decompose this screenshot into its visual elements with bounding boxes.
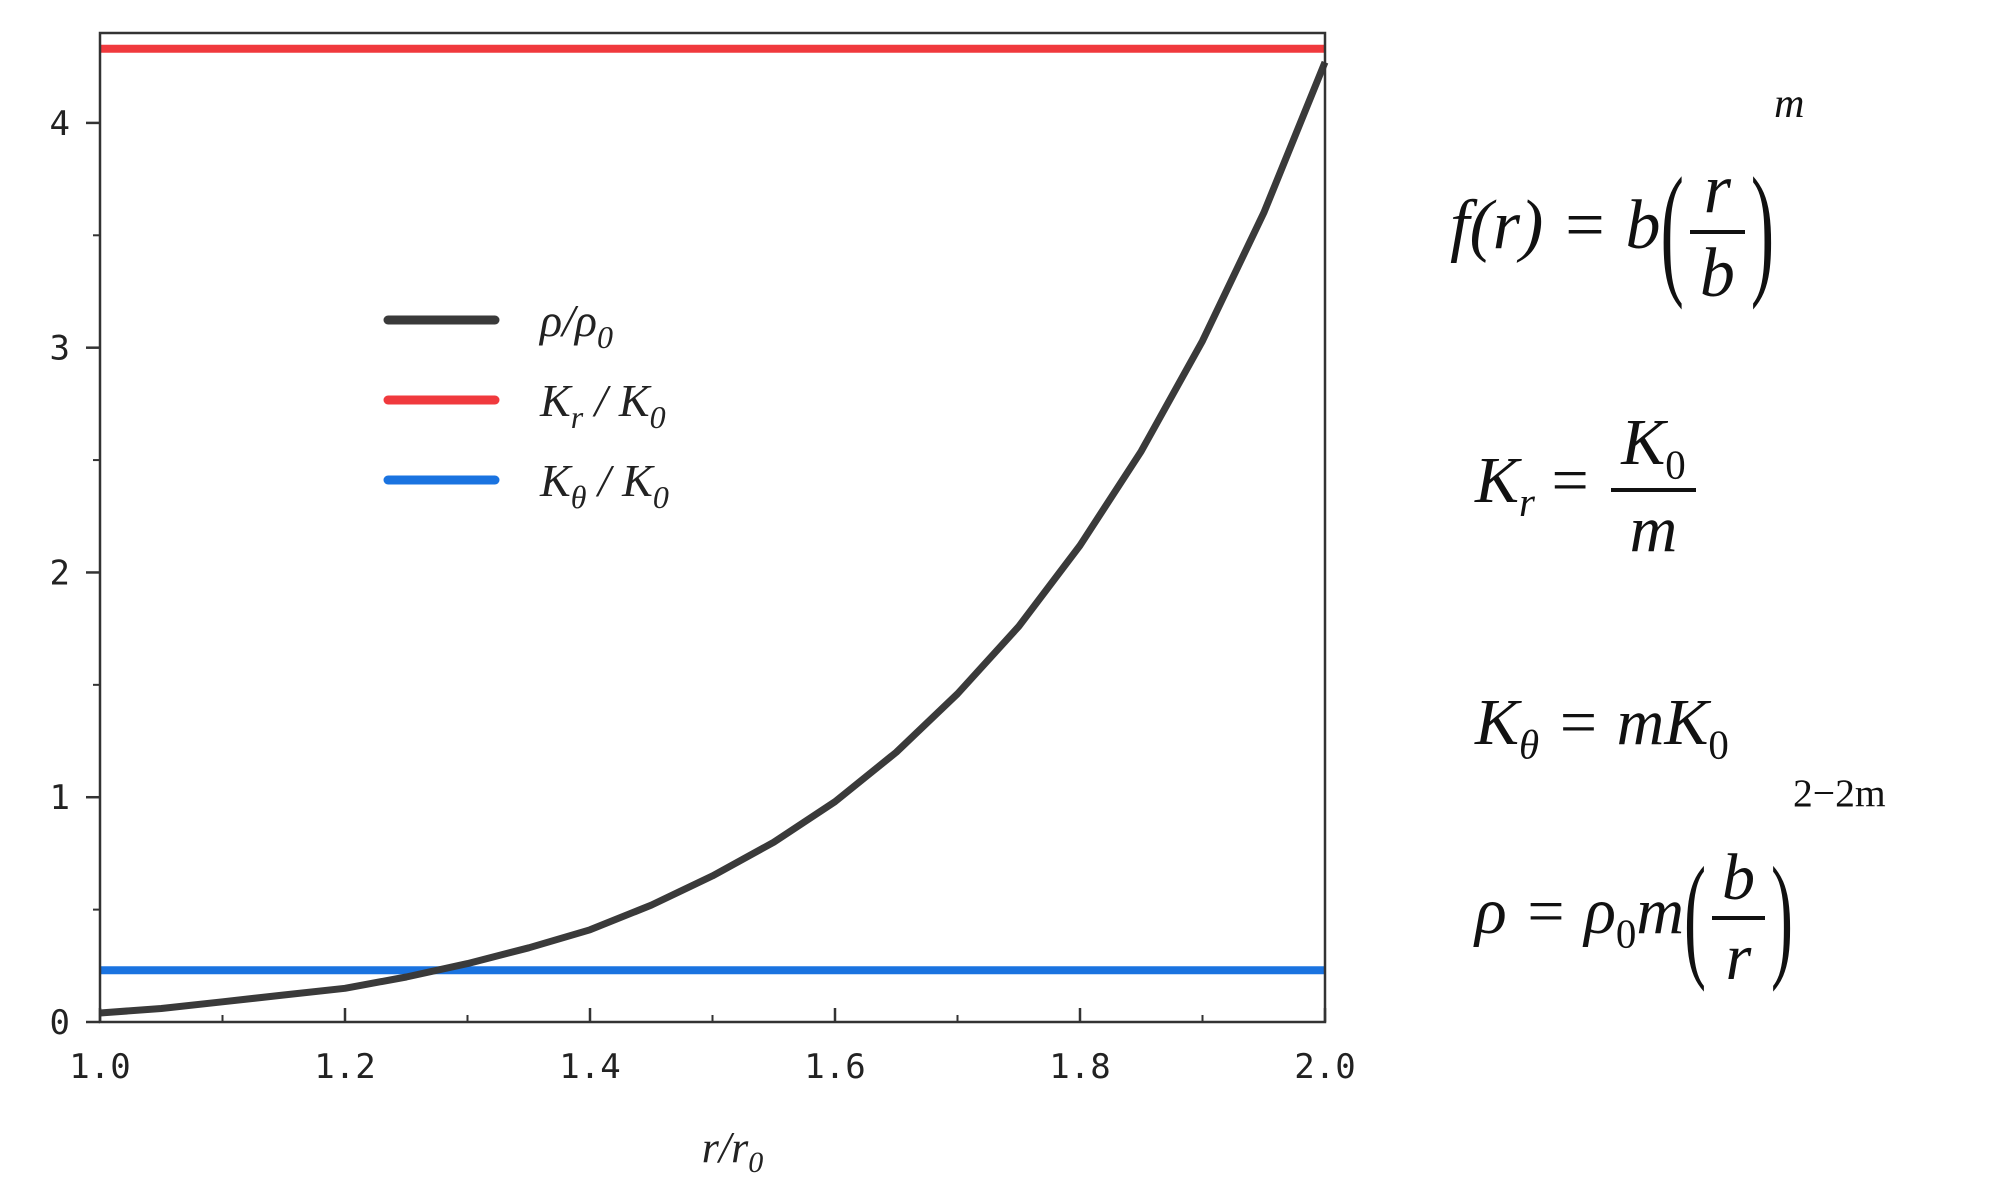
legend-label-sub2: 0 [650,399,666,435]
formula-kr-lhs: K [1475,443,1520,517]
formula-f-bar [1689,230,1745,234]
formula-kt: Kθ = mK0 [1475,685,1729,768]
formula-f-lparen: ( [1660,150,1684,312]
y-tick-label: 3 [50,329,70,369]
formula-kt-lhs: K [1475,686,1520,759]
formula-f: f(r) = b(r b) m [1450,81,1805,314]
x-tick-label: 1.8 [1049,1047,1110,1087]
formula-rho-lparen: ( [1684,840,1707,994]
series-line-0 [99,60,1329,1017]
legend-label-sub: 0 [597,319,613,355]
formula-kr-eq: = [1534,443,1606,517]
y-tick-label: 2 [50,553,70,593]
formula-kr-num: K [1621,406,1666,479]
formula-rho-num: b [1722,841,1756,914]
legend-label-main: ρ/ρ [538,295,597,346]
formula-rho-rparen: ) [1771,840,1793,994]
formula-kr-lhs-sub: r [1519,480,1535,526]
formula-rho-den: r [1725,921,1752,994]
formula-rho-exp: 2−2m [1793,771,1886,815]
formula-rho-lhs: ρ = ρ [1475,875,1616,949]
formula-kr-num-sub: 0 [1665,442,1686,488]
formula-rho: ρ = ρ0m(b r)2−2m [1475,771,1886,996]
legend-label-rest: / K [586,455,655,506]
x-tick-label: 1.6 [804,1047,865,1087]
formula-rho-bar [1712,916,1766,920]
legend-label-rest: / K [583,375,652,426]
formula-f-lhs: f(r) = b [1450,187,1661,265]
x-tick-label: 1.2 [314,1047,375,1087]
x-axis-title-main: r/r [702,1123,749,1172]
legend-label-1: Kr / K0 [539,375,666,435]
formula-f-exp: m [1774,81,1805,127]
legend-label-main: K [539,375,573,426]
legend-label-0: ρ/ρ0 [538,295,613,355]
y-tick-label: 1 [50,778,70,818]
formula-kr-frac: K0 m [1611,405,1696,568]
legend-label-sub2: 0 [653,479,669,515]
formula-kr-bar [1611,488,1696,493]
formula-rho-lhs-sub: 0 [1615,911,1637,957]
formula-f-rparen: ) [1750,150,1775,312]
formula-f-den: b [1699,235,1735,312]
ticks-layer: 1.0 1.2 1.4 1.6 1.8 2.0 0 1 2 3 4 [50,104,1356,1087]
x-tick-label: 1.0 [69,1047,130,1087]
formula-kr-num-wrap: K0 [1611,405,1695,488]
legend-label-2: Kθ / K0 [539,455,669,515]
x-tick-label: 2.0 [1294,1047,1355,1087]
formula-kt-rhs: = mK [1539,686,1709,759]
x-axis-title-sub: 0 [748,1146,763,1179]
formula-kr-den: m [1629,493,1678,567]
y-tick-label: 0 [50,1003,70,1043]
formula-rho-lhs-rest: m [1636,875,1685,949]
formula-kt-lhs-sub: θ [1519,722,1540,768]
series-layer [99,44,1329,1017]
y-tick-label: 4 [50,104,70,144]
legend-label-sub: r [571,399,584,435]
x-tick-label: 1.4 [559,1047,620,1087]
legend-label-sub: θ [571,479,587,515]
x-axis-title: r/r0 [702,1123,763,1179]
formula-kr: Kr = K0 m [1475,405,1702,568]
formula-f-num: r [1703,151,1731,228]
legend-label-main: K [539,455,573,506]
formula-kt-rhs-sub: 0 [1708,722,1729,768]
